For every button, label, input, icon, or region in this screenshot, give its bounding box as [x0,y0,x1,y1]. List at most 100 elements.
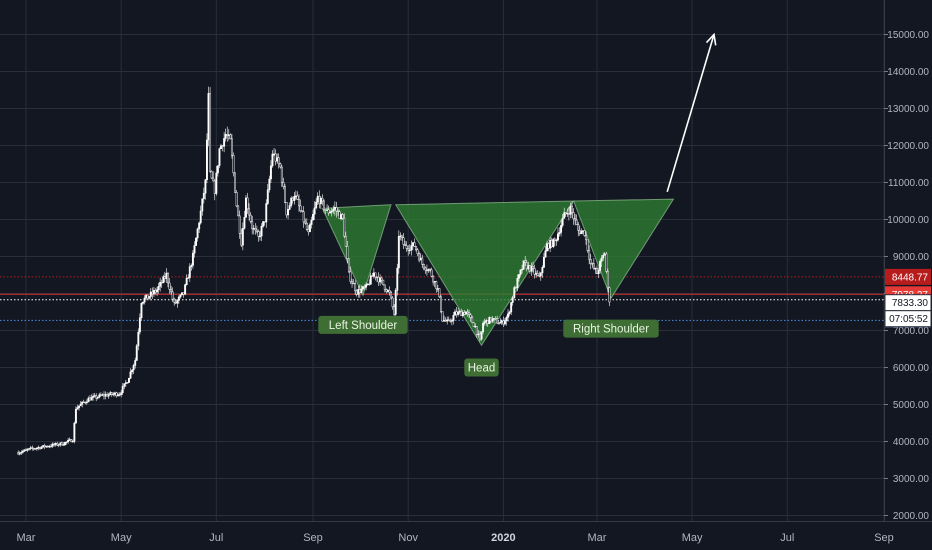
candle-body [137,331,140,347]
candle-body [372,272,375,277]
candle-body [444,320,447,322]
pattern-triangle [572,198,675,300]
candle-body [351,281,353,284]
candle-body [103,394,105,397]
candle-body [249,214,252,222]
candle-body [215,172,218,194]
candle-body [87,397,90,403]
candle-body [315,201,318,209]
time-axis[interactable]: Mar May Jul Sep Nov 2020 Mar May Jul Sep [0,521,932,550]
candle-body [533,268,536,275]
candle-body [335,207,338,212]
candle-body [140,303,143,319]
time-axis-bg[interactable] [0,521,932,550]
candle-body [282,182,285,187]
candle-body [422,264,425,269]
candle-body [294,195,297,197]
candle-body [585,235,587,241]
candle-body [121,386,124,393]
candle-body [84,401,87,404]
candle-body [603,253,606,256]
candle-body [563,212,566,219]
candle-body [95,395,98,399]
candle-body [149,291,152,297]
candle-body [209,93,212,172]
candle-body [471,317,474,323]
candle-body [60,442,63,446]
candle-body [337,210,339,212]
candle-body [151,291,154,295]
candle-body [318,195,321,205]
candle-body [193,245,196,254]
candle-body [57,444,60,446]
candle-body [266,189,269,204]
candle-body [397,236,400,269]
candle-body [475,326,478,335]
candle-body [152,290,155,295]
candle-body [26,449,29,451]
candle-body [73,422,76,442]
price-tick-label: 2000.00 [893,511,930,522]
candle-body [56,442,59,446]
arrow-shaft [666,34,715,193]
candle-body [399,235,402,237]
candle-body [363,286,366,288]
candle-body [581,230,584,232]
candle-body [305,223,308,230]
candle-body [546,243,548,252]
candle-body [530,266,533,272]
candle-body [17,452,20,455]
price-badges: 8448.777978.277833.307273.8907:05:52 [884,268,932,328]
candle-body [299,205,302,211]
pattern-triangle [394,200,575,347]
countdown-badge: 07:05:52 [884,310,932,328]
candle-body [393,306,396,315]
candle-body [429,269,431,271]
candle-body [135,345,138,361]
candle-body [541,267,544,274]
price-tick-label: 9000.00 [893,252,930,263]
candle-body [597,270,600,275]
candle-body [273,153,275,155]
candle-body [28,448,31,450]
candle-body [96,396,99,399]
candle-body [489,317,492,322]
candle-body [466,311,469,314]
candle-body [500,320,503,323]
candle-body [360,288,363,293]
candle-body [128,377,130,383]
candle-body [602,255,605,259]
candle-body [574,218,577,221]
candle-body [99,394,102,396]
candle-body [443,320,446,322]
candle-body [257,231,260,237]
candle-body [341,214,344,219]
candle-body [221,145,224,147]
candle-body [206,139,208,181]
candle-body [296,195,299,200]
candle-body [329,211,332,214]
candle-body [606,271,609,289]
candle-body [374,272,377,278]
candle-body [237,205,240,217]
candle-body [424,267,427,271]
price-badge-2: 7833.30 [884,294,932,312]
candle-body [113,392,116,395]
candle-body [411,242,414,246]
candle-body [76,407,79,410]
candle-body [415,246,417,251]
candle-body [260,225,263,237]
candle-body [68,439,71,441]
price-tick-label: 12000.00 [887,141,929,152]
candle-body [419,257,422,261]
price-badge-bg [885,268,931,285]
candle-body [223,138,226,147]
candle-body [482,323,485,332]
candle-body [343,217,346,237]
candle-body [269,165,272,180]
candle-body [461,312,464,317]
candle-body [469,314,472,318]
candle-body [117,394,119,397]
